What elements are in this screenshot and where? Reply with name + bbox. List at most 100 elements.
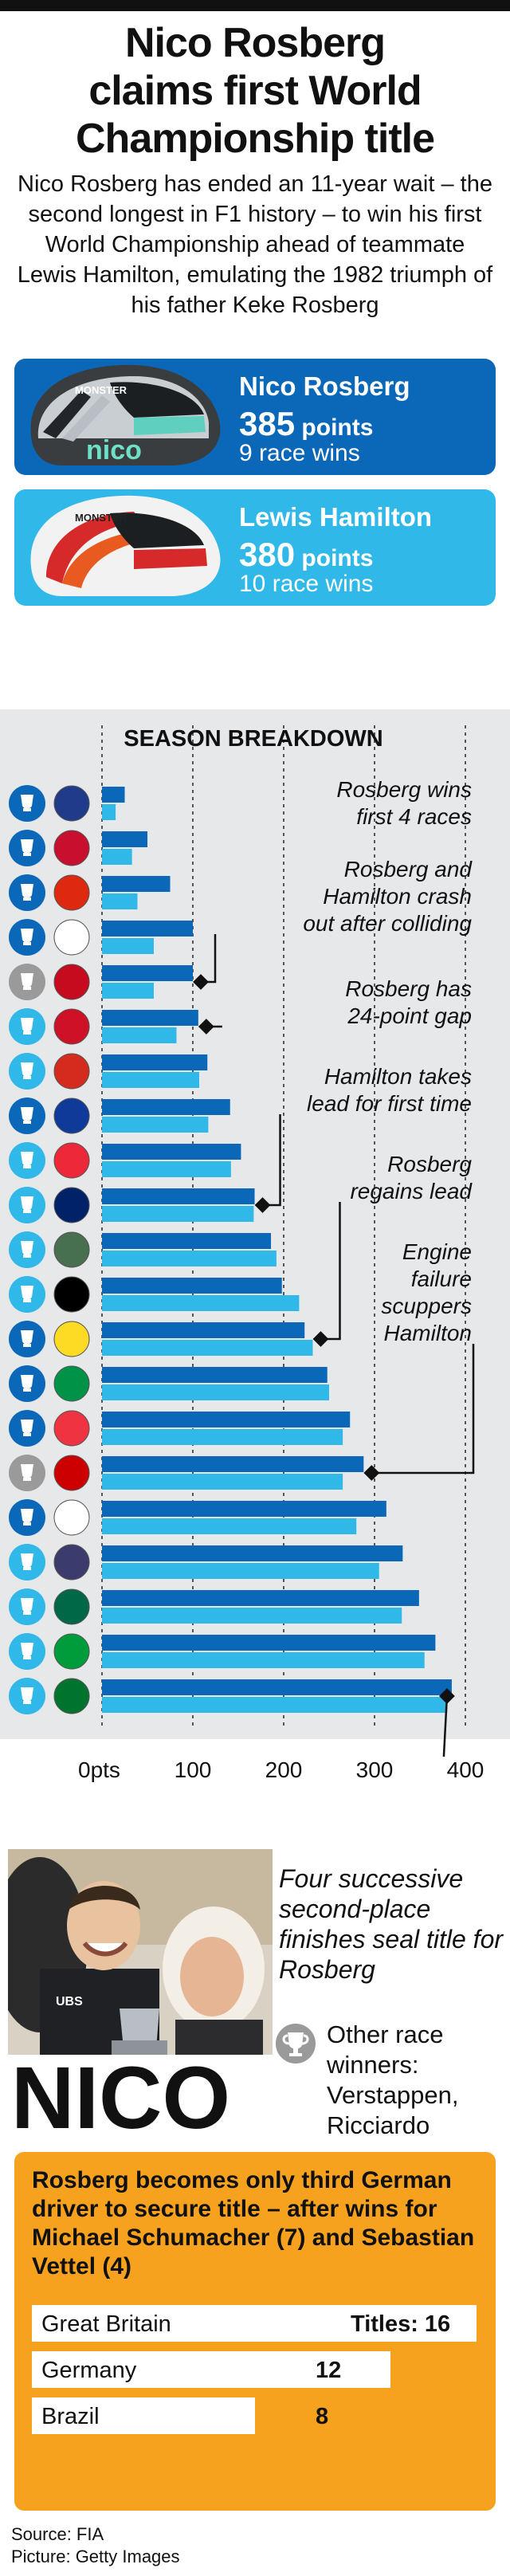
titles-row-country: Great Britain (41, 2311, 171, 2337)
flag-icon (53, 1098, 90, 1134)
source-credits: Source: FIA Picture: Getty Images (11, 2523, 180, 2568)
bar-rosberg (102, 876, 171, 892)
rosberg-card: nico MONSTER Nico Rosberg 385 points 9 r… (14, 359, 496, 475)
flag-icon (53, 1544, 90, 1581)
flag-icon (53, 1321, 90, 1357)
flag-icon (53, 1365, 90, 1402)
titles-row-count: Titles: 16 (351, 2311, 451, 2337)
trophy-base (23, 1522, 31, 1526)
bar-rosberg (102, 921, 193, 937)
other-winner-trophy-icon (276, 2024, 316, 2064)
bar-rosberg (102, 1545, 403, 1561)
trophy-cup (21, 1241, 33, 1255)
x-tick-label: 100 (175, 1757, 212, 1782)
trophy-cup (21, 1375, 33, 1389)
hamilton-name: Lewis Hamilton (239, 502, 433, 532)
annotation-text: failure (411, 1266, 472, 1291)
bar-hamilton (102, 1251, 277, 1266)
bar-rosberg (102, 1233, 272, 1249)
trophy-base (23, 1165, 31, 1168)
trophy-cup (21, 973, 33, 988)
annotation-diamond (312, 1331, 329, 1347)
flag-icon (53, 1008, 90, 1045)
bar-hamilton (102, 1340, 313, 1356)
annotation-text: Rosberg has (345, 976, 472, 1001)
photo-caption: Four successive second-place finishes se… (279, 1864, 504, 1984)
flag-icon (53, 1499, 90, 1536)
flag-icon (53, 1588, 90, 1625)
headline: Nico Rosberg claims first World Champion… (0, 19, 510, 163)
trophy-cup (21, 1107, 33, 1121)
trophy-cup (21, 1196, 33, 1211)
bar-rosberg (102, 1367, 328, 1383)
bar-hamilton (102, 1608, 402, 1624)
bar-hamilton (102, 1384, 329, 1400)
bar-hamilton (102, 1518, 357, 1534)
flag-icon (53, 1410, 90, 1447)
hamilton-points: 380 points (239, 536, 373, 574)
bar-rosberg (102, 831, 147, 847)
bar-hamilton (102, 1474, 343, 1490)
trophy-base (23, 1255, 31, 1258)
bar-rosberg (102, 1099, 230, 1115)
rosberg-helmet-icon: nico MONSTER (30, 364, 221, 465)
chart-title: SEASON BREAKDOWN (124, 726, 382, 752)
headline-line-2: claims first World (88, 68, 422, 114)
trophy-cup (21, 1509, 33, 1523)
annotation-diamond (363, 1465, 380, 1481)
top-bar (0, 0, 510, 11)
svg-text:MONSTER: MONSTER (75, 512, 128, 524)
bar-hamilton (102, 1429, 343, 1445)
bar-hamilton (102, 1027, 177, 1043)
svg-text:MONSTER: MONSTER (75, 384, 128, 396)
bar-hamilton (102, 1161, 231, 1177)
trophy-cup (21, 839, 33, 854)
rosberg-points-value: 385 (239, 405, 296, 442)
trophy-base (23, 1612, 31, 1615)
annotation-text: regains lead (350, 1179, 473, 1204)
flag-icon (53, 964, 90, 1000)
bar-rosberg (102, 787, 125, 803)
hamilton-points-unit: points (301, 545, 374, 571)
bar-rosberg (102, 1054, 208, 1070)
trophy-cup (21, 1286, 33, 1300)
hamilton-helmet-icon: MONSTER (30, 495, 221, 596)
annotation-diamond (193, 974, 209, 990)
other-winners-label: Other race winners: (327, 2020, 444, 2079)
x-tick-label: 0pts (78, 1757, 120, 1782)
bar-hamilton (102, 849, 132, 865)
bar-hamilton (102, 1117, 209, 1133)
bar-rosberg (102, 1456, 364, 1472)
trophy-cup (21, 1062, 33, 1077)
svg-text:nico: nico (86, 435, 142, 465)
annotation-text: Hamilton (384, 1321, 472, 1345)
trophy-cup (21, 1018, 33, 1032)
rosberg-points: 385 points (239, 405, 373, 443)
bar-hamilton (102, 983, 154, 999)
bar-rosberg (102, 1412, 351, 1427)
trophy-cup (21, 1420, 33, 1434)
annotation-text: first 4 races (356, 804, 472, 829)
bar-hamilton (102, 1563, 379, 1579)
titles-row-country: Germany (41, 2358, 137, 2383)
trophy-cup (21, 795, 33, 809)
titles-row-brazil: Brazil (32, 2397, 255, 2434)
rosberg-points-unit: points (301, 414, 374, 441)
flag-icon (53, 1231, 90, 1268)
flag-icon (53, 1455, 90, 1491)
bar-hamilton (102, 1295, 300, 1311)
annotation-pointer (371, 1344, 475, 1475)
hamilton-points-value: 380 (239, 536, 296, 573)
rosberg-name: Nico Rosberg (239, 371, 410, 401)
flag-icon (53, 919, 90, 956)
annotation-text: scuppers (381, 1294, 472, 1318)
bar-rosberg (102, 965, 193, 981)
trophy-cup (21, 1687, 33, 1702)
flag-icon (53, 1053, 90, 1090)
trophy-base (23, 853, 31, 856)
titles-row-great-britain: Great Britain Titles: 16 (32, 2305, 477, 2342)
annotation-text: Rosberg and (344, 857, 473, 882)
season-breakdown-chart: 0pts 100 200 300 400 SEASON BREAKDOWN Rosberg … (0, 701, 510, 1841)
flag-icon (53, 1678, 90, 1714)
trophy-cup (21, 1152, 33, 1166)
